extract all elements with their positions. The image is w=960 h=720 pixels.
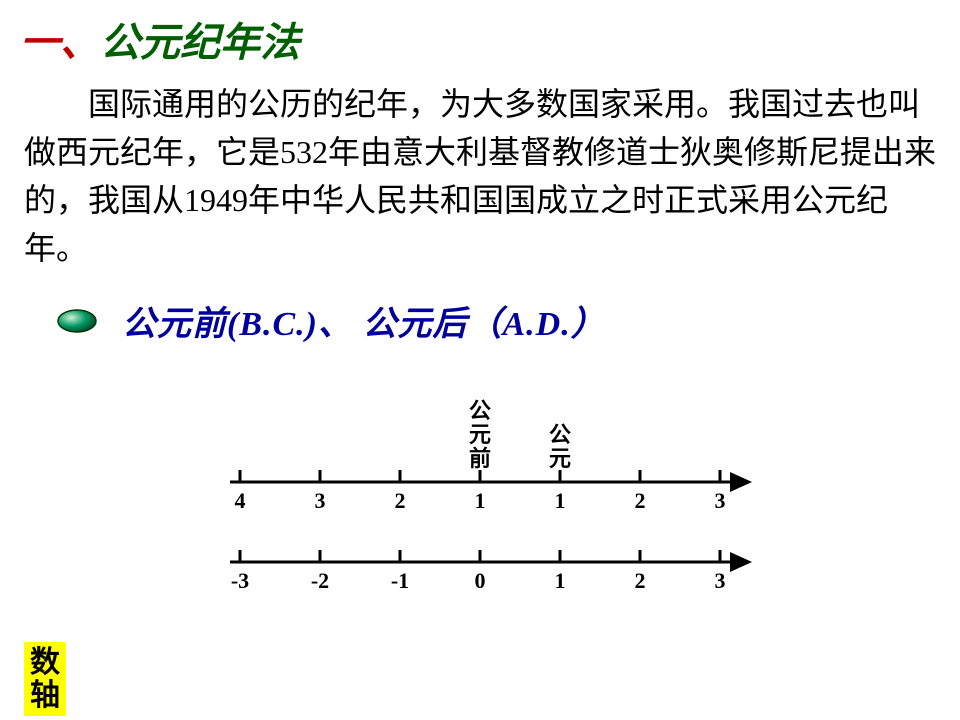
svg-text:前: 前 <box>469 446 491 471</box>
svg-text:2: 2 <box>395 488 406 513</box>
svg-text:4: 4 <box>235 488 246 513</box>
svg-text:元: 元 <box>469 422 491 447</box>
svg-text:3: 3 <box>315 488 326 513</box>
svg-text:1: 1 <box>475 488 486 513</box>
subhead-text: 公元前(B.C.)、 公元后（A.D.） <box>122 296 606 345</box>
timeline-lower: -3 -2 -1 0 1 2 3 <box>200 527 760 607</box>
diagram-area: 4321公元前1公元23 -3-2-10123 <box>130 357 830 607</box>
subhead-row: 公元前(B.C.)、 公元后（A.D.） <box>56 296 940 345</box>
oval-bullet-icon <box>56 308 98 334</box>
axis-badge-line1: 数 <box>30 646 60 679</box>
timeline-upper: 4321公元前1公元23 <box>200 357 760 527</box>
svg-text:3: 3 <box>715 488 726 513</box>
svg-text:3: 3 <box>715 568 726 593</box>
section-heading: 一、公元纪年法 <box>20 10 940 68</box>
svg-text:公: 公 <box>469 398 491 423</box>
axis-badge-line2: 轴 <box>30 679 60 712</box>
svg-text:元: 元 <box>549 446 571 471</box>
svg-text:-2: -2 <box>311 568 329 593</box>
svg-text:-3: -3 <box>231 568 249 593</box>
svg-text:2: 2 <box>635 488 646 513</box>
svg-text:0: 0 <box>475 568 486 593</box>
svg-text:1: 1 <box>555 488 566 513</box>
svg-text:公: 公 <box>549 422 571 447</box>
axis-badge: 数 轴 <box>24 642 66 716</box>
heading-prefix: 一、 <box>20 20 100 65</box>
intro-paragraph: 国际通用的公历的纪年，为大多数国家采用。我国过去也叫做西元纪年，它是532年由意… <box>24 80 936 272</box>
heading-title: 公元纪年法 <box>100 20 300 65</box>
svg-text:-1: -1 <box>391 568 409 593</box>
svg-text:1: 1 <box>555 568 566 593</box>
svg-text:2: 2 <box>635 568 646 593</box>
